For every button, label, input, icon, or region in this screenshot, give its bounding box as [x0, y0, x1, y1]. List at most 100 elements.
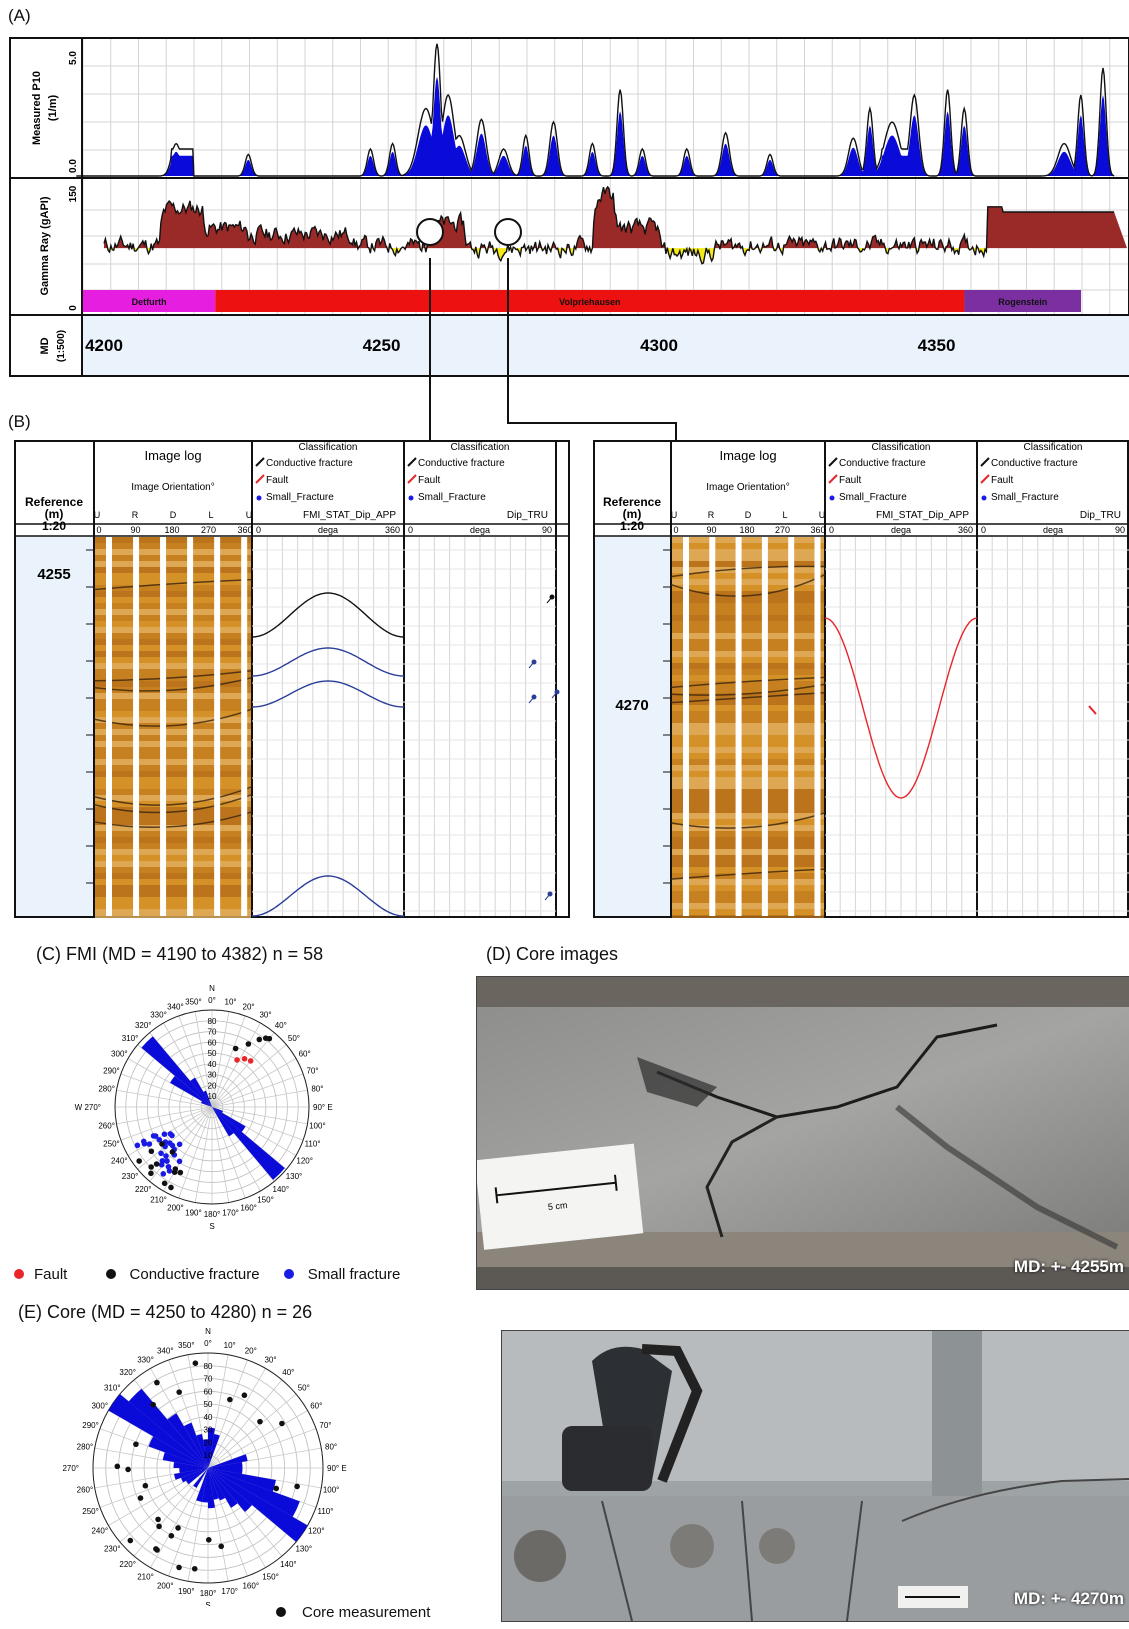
compass-e: 90° E — [313, 1103, 333, 1112]
compass-s: S — [209, 1222, 214, 1231]
image-scale-label: 270 — [775, 525, 790, 535]
legend-fault-dot — [14, 1269, 24, 1279]
pole-point — [158, 1161, 165, 1168]
orientation-letter: U — [671, 510, 678, 520]
formation-label: Volpriehausen — [559, 297, 620, 307]
scale-min: 0 — [829, 525, 834, 535]
rose-angle-label: 70° — [319, 1421, 331, 1430]
pole-point — [205, 1537, 212, 1543]
reference-header: (m) — [623, 507, 642, 521]
rose-angle-label: 290° — [82, 1421, 99, 1430]
rose-radial-label: 50 — [208, 1049, 217, 1058]
rose-angle-label: 320° — [119, 1368, 136, 1377]
rose-angle-label: 320° — [135, 1021, 152, 1030]
pole-point — [176, 1141, 183, 1148]
pole-point — [158, 1150, 164, 1157]
rose-angle-label: 310° — [122, 1034, 139, 1043]
formation-band — [83, 290, 216, 312]
md-tick-label: 4350 — [918, 336, 956, 355]
rose-petal — [208, 1462, 243, 1468]
pole-point — [161, 1131, 168, 1137]
rose-petal — [203, 1090, 212, 1107]
compass-w: W 270° — [60, 1464, 79, 1473]
pole-point — [234, 1057, 240, 1063]
rose-petal — [167, 1413, 208, 1468]
rose-angle-label: 340° — [157, 1347, 174, 1356]
pole-point — [150, 1133, 157, 1139]
scale-max: 90 — [542, 525, 552, 535]
md-tick-label: 4250 — [363, 336, 401, 355]
pole-point — [175, 1525, 181, 1531]
rose-petal — [196, 1434, 208, 1468]
classification-legend-item: Fault — [418, 475, 440, 486]
scale-min: 0 — [256, 525, 261, 535]
p10-scale-max: 5.0 — [68, 51, 79, 65]
curve-name: Dip_TRU — [1080, 510, 1121, 521]
rose-angle-label: 150° — [262, 1572, 279, 1581]
rose-angle-label: 210° — [150, 1196, 167, 1205]
orientation-letter: U — [246, 510, 253, 520]
rose-angle-label: 130° — [286, 1172, 303, 1181]
classification-legend-item: Small_Fracture — [991, 492, 1059, 503]
rose-radial-label: 50 — [204, 1400, 213, 1409]
depth-label: 4270 — [615, 697, 648, 714]
rose-angle-label: 250° — [82, 1507, 99, 1516]
pole-point — [155, 1516, 161, 1523]
pole-point — [176, 1564, 182, 1571]
orientation-letter: U — [94, 510, 101, 520]
panel-b-label: (B) — [8, 412, 31, 431]
pole-point — [241, 1055, 248, 1062]
rose-angle-label: 230° — [104, 1544, 121, 1553]
image-scale-label: 180 — [739, 525, 754, 535]
borehole-image — [670, 537, 826, 918]
classification-header: Classification — [872, 442, 931, 453]
rose-angle-label: 180° — [204, 1210, 221, 1219]
rose-radial-label: 20 — [204, 1438, 213, 1447]
rose-petal — [208, 1468, 308, 1542]
rose-angle-label: 190° — [178, 1587, 195, 1596]
rose-petal — [208, 1468, 238, 1508]
reference-header: (m) — [45, 507, 64, 521]
classification-header: Classification — [451, 442, 510, 453]
pole-point — [169, 1149, 176, 1155]
rose-angle-label: 40° — [282, 1368, 294, 1377]
classification-legend-item: Small_Fracture — [418, 492, 486, 503]
scale-unit: dega — [1043, 525, 1063, 535]
image-orientation-label: Image Orientation° — [706, 482, 790, 493]
rose-angle-label: 10° — [225, 998, 237, 1007]
pole-point — [141, 1140, 148, 1147]
pole-point — [153, 1161, 160, 1167]
rose-angle-label: 60° — [310, 1402, 322, 1411]
pole-point — [279, 1420, 285, 1427]
classification-legend-item: Fault — [266, 475, 288, 486]
rose-angle-label: 80° — [311, 1084, 323, 1093]
core-rose-diagram: 0° 10° 20° 30° 40° 50°60° 70° 80° 100° 110° 120° 13… — [60, 1327, 347, 1606]
p10-curve — [76, 43, 1115, 177]
rose-angle-label: 60° — [299, 1050, 311, 1059]
photo2-md-tag: MD: +- 4270m — [1013, 1589, 1124, 1608]
rose-radial-label: 10 — [208, 1092, 217, 1101]
classification-legend-item: Fault — [839, 475, 861, 486]
scale-max: 360 — [958, 525, 973, 535]
rose-petal — [186, 1468, 208, 1485]
rose-radial-label: 30 — [204, 1426, 213, 1435]
rose-radial-label: 10 — [204, 1451, 213, 1460]
rose-angle-label: 170° — [221, 1587, 238, 1596]
rose-angle-label: 140° — [273, 1185, 290, 1194]
md-tick-label: 4300 — [640, 336, 678, 355]
legend-fault-label: Fault — [34, 1266, 68, 1283]
photo1-md-tag: MD: +- 4255m — [1013, 1257, 1124, 1276]
rose-angle-label: 350° — [185, 998, 202, 1007]
pole-point — [161, 1180, 168, 1187]
image-log-panel-left: Reference(m)1:20 4255 Image log Image Orien… — [14, 440, 570, 918]
rose-petal — [179, 1468, 208, 1473]
pole-point — [136, 1158, 142, 1164]
gr-scale-min: 0 — [68, 305, 79, 311]
pole-point — [133, 1441, 139, 1448]
pole-point — [137, 1495, 144, 1501]
pole-point — [192, 1360, 199, 1366]
scale-min: 0 — [981, 525, 986, 535]
classification-legend-item: Small_Fracture — [839, 492, 907, 503]
classification-legend-item: Conductive fracture — [418, 458, 505, 469]
legend-core-dot — [276, 1607, 286, 1617]
